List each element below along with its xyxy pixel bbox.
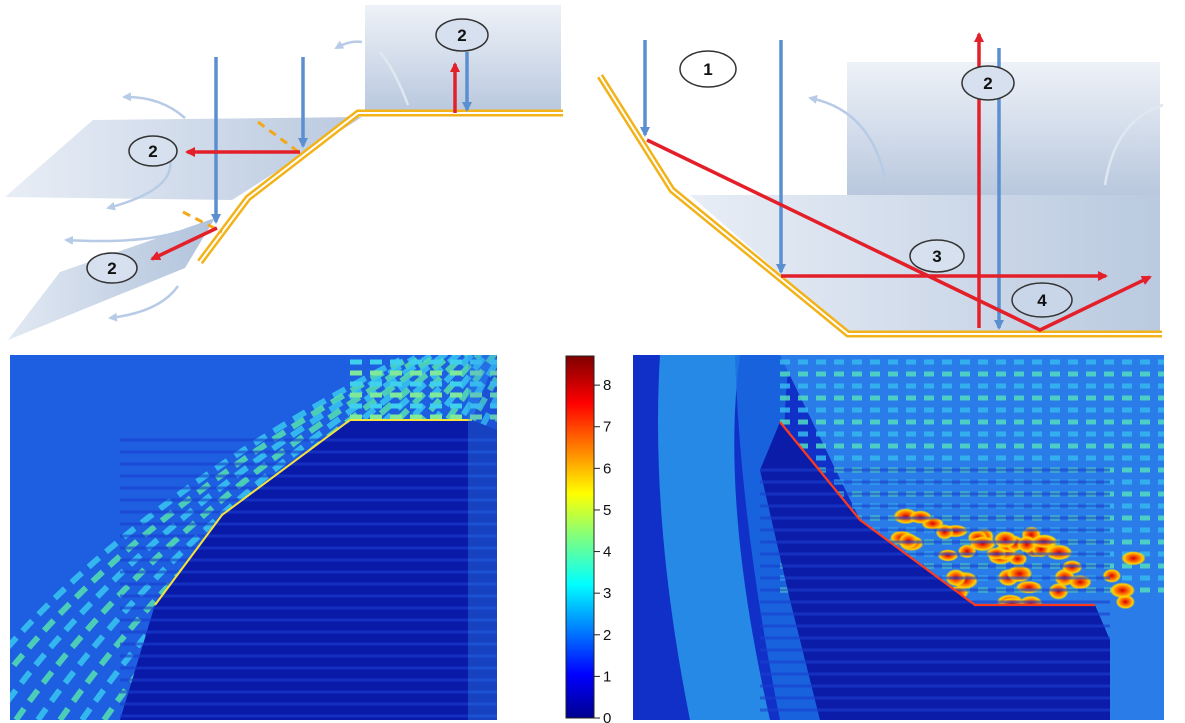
shadow-ripples [760,468,1110,712]
marker-3: 3 [909,239,965,273]
colorbar: 0 1 2 3 4 5 6 7 8 [565,355,611,723]
svg-text:3: 3 [932,247,941,266]
mirror-edge [779,421,1095,607]
field-map-right [633,355,1164,720]
mirror-edge [154,419,472,606]
marker-4: 4 [1011,282,1073,318]
svg-text:4: 4 [1037,291,1047,310]
top-left-ray-diagram: 2 2 2 [5,5,563,340]
svg-text:2: 2 [457,26,466,45]
mirror-surface [197,109,563,265]
horizontal-fringes [350,359,497,420]
upper-plane [5,117,362,200]
colorbar-tick-label: 5 [603,502,611,519]
colorbar-tick-label: 4 [603,544,611,561]
marker-2-lower: 2 [86,252,138,284]
svg-text:2: 2 [983,74,992,93]
svg-text:2: 2 [107,259,116,278]
incident-rays [211,52,472,224]
colorbar-gradient [566,356,594,718]
flow-arrows [64,40,410,322]
svg-text:2: 2 [148,142,157,161]
marker-1: 1 [679,50,737,88]
colorbar-tick-label: 6 [603,460,611,477]
tangent-dash [182,210,223,234]
tangent-dash [257,120,301,155]
mirror-surface [597,74,1162,338]
colorbar-tick-label: 7 [603,419,611,436]
marker-2: 2 [961,65,1015,101]
flow-arrows [808,94,1164,186]
reflected-rays [150,62,460,261]
colorbar-tick-label: 8 [603,377,611,394]
colorbar-tick-label: 3 [603,585,611,602]
colorbar-tick-label: 0 [603,710,611,723]
colorbar-tick-label: 1 [603,668,611,685]
colorbar-tick-label: 2 [603,627,611,644]
top-right-ray-diagram: 1 2 3 4 [597,32,1164,338]
marker-2-upper: 2 [128,135,178,167]
svg-text:1: 1 [703,60,712,79]
shadow-region [760,422,1110,720]
field-map-left [10,355,497,720]
marker-2-box: 2 [435,18,489,52]
